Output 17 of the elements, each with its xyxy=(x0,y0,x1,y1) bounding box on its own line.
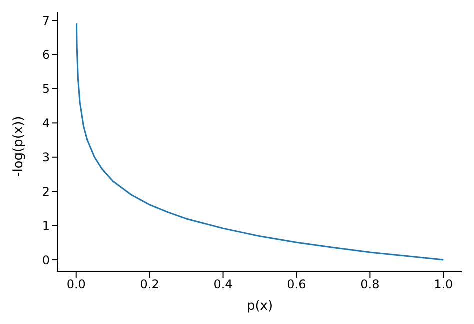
x-tick-label: 0.2 xyxy=(140,278,160,292)
y-axis-title: -log(p(x)) xyxy=(12,116,27,177)
x-tick-label: 0.6 xyxy=(287,278,306,292)
x-tick-label: 0.8 xyxy=(360,278,380,292)
y-tick-label: 2 xyxy=(42,184,50,199)
x-tick-label: 0.4 xyxy=(214,278,233,292)
y-tick-label: 0 xyxy=(42,253,50,268)
line-series xyxy=(76,22,444,261)
y-tick-label: 7 xyxy=(42,14,50,28)
y-tick-label: 6 xyxy=(42,48,50,62)
y-tick-label: 4 xyxy=(42,116,50,130)
y-tick-label: 5 xyxy=(42,82,50,96)
y-tick-label: 3 xyxy=(42,150,50,165)
x-axis-title: p(x) xyxy=(246,299,274,314)
x-tick-label: 0.0 xyxy=(66,278,86,292)
x-tick-label: 1.0 xyxy=(434,278,454,292)
y-tick-label: 1 xyxy=(42,219,50,234)
